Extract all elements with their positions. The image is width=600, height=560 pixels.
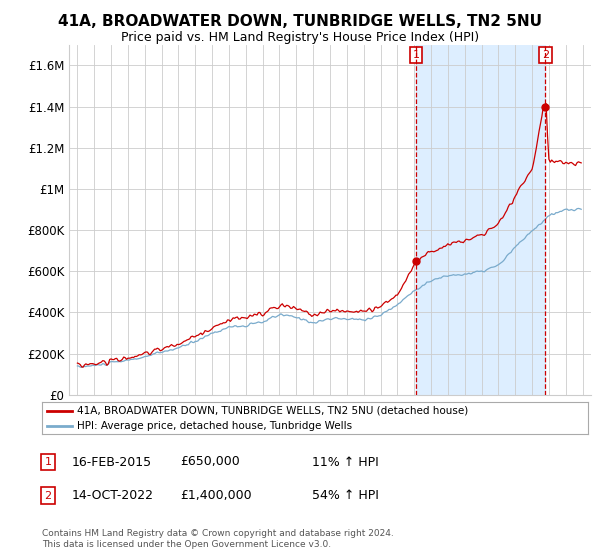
Text: 41A, BROADWATER DOWN, TUNBRIDGE WELLS, TN2 5NU: 41A, BROADWATER DOWN, TUNBRIDGE WELLS, T… <box>58 14 542 29</box>
Text: 14-OCT-2022: 14-OCT-2022 <box>72 489 154 502</box>
Point <box>412 256 421 265</box>
Text: 2: 2 <box>542 50 549 60</box>
Text: 2: 2 <box>44 491 52 501</box>
Text: 41A, BROADWATER DOWN, TUNBRIDGE WELLS, TN2 5NU (detached house): 41A, BROADWATER DOWN, TUNBRIDGE WELLS, T… <box>77 405 469 416</box>
Text: Price paid vs. HM Land Registry's House Price Index (HPI): Price paid vs. HM Land Registry's House … <box>121 31 479 44</box>
Point <box>541 102 550 111</box>
Text: £1,400,000: £1,400,000 <box>180 489 251 502</box>
Text: £650,000: £650,000 <box>180 455 240 469</box>
Text: 11% ↑ HPI: 11% ↑ HPI <box>312 455 379 469</box>
Text: 54% ↑ HPI: 54% ↑ HPI <box>312 489 379 502</box>
Bar <box>416 45 545 395</box>
Text: 1: 1 <box>44 457 52 467</box>
Text: 16-FEB-2015: 16-FEB-2015 <box>72 455 152 469</box>
Text: 1: 1 <box>413 50 420 60</box>
Text: HPI: Average price, detached house, Tunbridge Wells: HPI: Average price, detached house, Tunb… <box>77 421 353 431</box>
Text: Contains HM Land Registry data © Crown copyright and database right 2024.
This d: Contains HM Land Registry data © Crown c… <box>42 529 394 549</box>
